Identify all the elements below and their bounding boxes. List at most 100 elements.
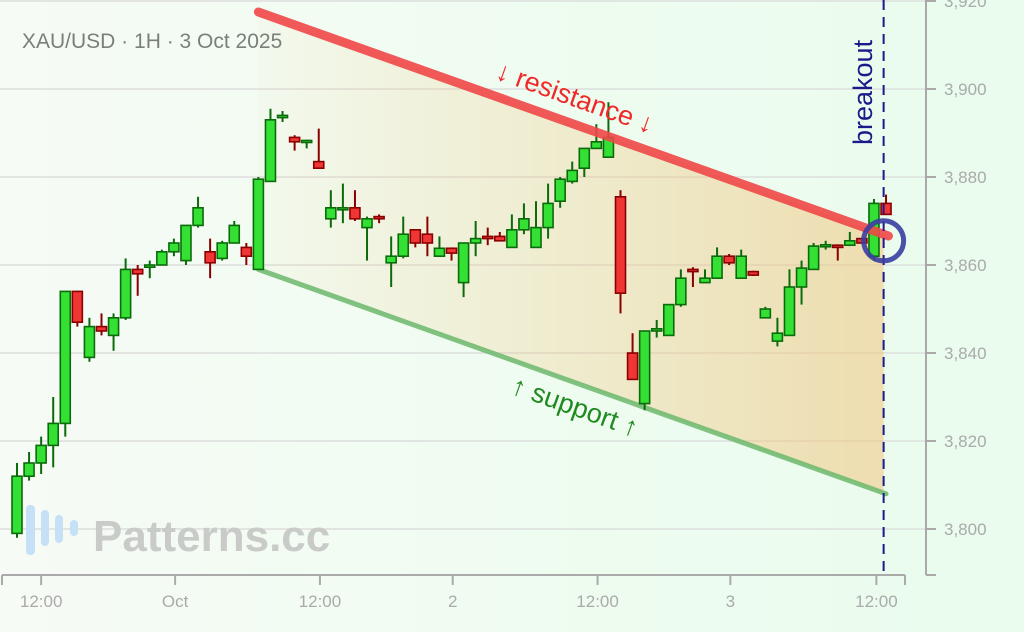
candle-body (276, 114, 289, 119)
candle-down (747, 270, 760, 276)
x-tick-label: 12:00 (20, 592, 63, 611)
candle-body (71, 290, 84, 323)
candle-down (880, 194, 892, 216)
watermark: Patterns.cc (26, 505, 330, 561)
candle-body (469, 237, 482, 244)
candle-down (421, 216, 434, 257)
candle-body (662, 303, 675, 337)
y-tick-label: 3,840 (944, 344, 987, 363)
candle-body (168, 242, 180, 253)
x-tick-label: Oct (162, 592, 189, 611)
watermark-text: Patterns.cc (93, 512, 330, 561)
candle-up (397, 216, 410, 259)
candle-down (626, 333, 639, 381)
candles (11, 102, 892, 538)
candle-up (819, 240, 832, 250)
candle-body (373, 215, 385, 220)
candle-body (530, 226, 542, 249)
candle-down (288, 135, 301, 151)
candle-down (445, 247, 458, 261)
breakout-label: breakout (848, 39, 878, 145)
candle-up (711, 247, 723, 280)
candle-up (662, 303, 675, 337)
candle-body (735, 255, 748, 280)
breakout-marker-circle (861, 218, 907, 264)
candle-body (542, 202, 554, 229)
candle-up (11, 463, 23, 538)
candle-up (119, 258, 132, 320)
candle-body (711, 255, 723, 280)
candle-down (71, 290, 84, 327)
candle-body (47, 422, 60, 447)
candle-down (95, 313, 108, 336)
candle-body (216, 242, 228, 260)
candle-body (59, 290, 72, 425)
y-tick-label: 3,900 (944, 80, 987, 99)
candle-up (47, 397, 60, 468)
candle-up (180, 224, 192, 265)
candle-up (168, 238, 180, 257)
candle-up (759, 306, 772, 319)
candle-up (457, 242, 470, 298)
candle-up (385, 236, 397, 287)
candle-up (433, 236, 446, 257)
candle-up (252, 177, 265, 271)
candle-up (325, 190, 337, 228)
candle-up (578, 147, 591, 177)
candle-down (481, 227, 494, 246)
candle-up (192, 196, 204, 228)
candle-up (361, 216, 373, 261)
candle-body (650, 327, 663, 332)
candle-body (518, 218, 530, 231)
candle-body (783, 286, 796, 337)
candle-up (735, 249, 748, 280)
candle-up (35, 436, 47, 474)
candle-up (554, 177, 566, 208)
axes: 3,800 3,820 3,840 3,860 3,880 3,900 3,920 12:00… (1, 0, 987, 611)
candle-up (783, 269, 796, 337)
candle-down (687, 267, 699, 287)
candle-body (409, 229, 422, 244)
candle-down (131, 265, 144, 296)
candle-body (614, 196, 627, 294)
candle-up (530, 201, 542, 249)
candle-body (397, 233, 410, 257)
candle-up (264, 108, 277, 183)
candle-body (759, 308, 772, 319)
x-tick-label: 12:00 (855, 592, 898, 611)
candle-up (107, 313, 120, 351)
candle-body (35, 444, 47, 464)
candle-body (192, 207, 204, 227)
candle-up (300, 139, 313, 149)
candle-up (795, 260, 808, 305)
candle-body (131, 268, 144, 275)
candle-body (675, 277, 687, 306)
candle-body (844, 240, 856, 247)
candle-body (361, 218, 373, 229)
candle-body (795, 267, 808, 288)
candle-up (542, 183, 554, 239)
candle-body (578, 147, 591, 169)
candle-down (204, 238, 216, 279)
candle-up (844, 232, 856, 247)
candle-body (493, 235, 506, 242)
candle-body (880, 202, 892, 216)
candle-up (216, 240, 228, 261)
candle-up (59, 290, 72, 437)
candle-up (638, 330, 651, 411)
candle-body (325, 207, 337, 220)
candle-body (457, 242, 470, 284)
candle-up (23, 452, 35, 481)
candle-body (807, 245, 820, 271)
candle-body (95, 325, 108, 332)
candle-up (276, 111, 289, 122)
chart-title: XAU/USD · 1H · 3 Oct 2025 (22, 30, 282, 53)
candle-body (771, 332, 784, 342)
candle-body (300, 139, 313, 144)
candle-up (143, 260, 156, 279)
candle-body (554, 178, 566, 202)
candle-up (699, 269, 711, 284)
y-tick-label: 3,820 (944, 432, 987, 451)
candle-body (445, 247, 458, 254)
